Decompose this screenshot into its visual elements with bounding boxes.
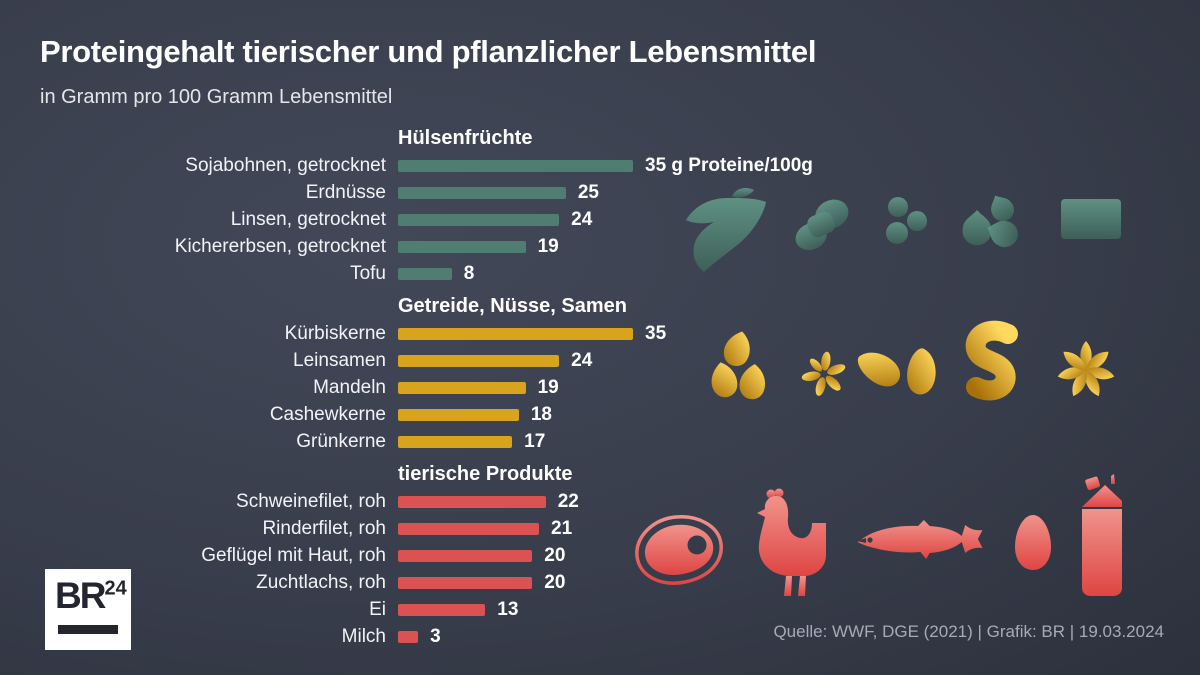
- br24-logo-bar: [58, 625, 118, 634]
- milk-carton-icon: [1082, 474, 1122, 596]
- br24-logo-text: BR24: [55, 575, 127, 616]
- bar-row: Tofu 8: [0, 260, 900, 287]
- bar-value: 24: [571, 208, 593, 230]
- bar-row: Geflügel mit Haut, roh 20: [0, 542, 900, 569]
- bar-label: Erdnüsse: [305, 181, 386, 203]
- bar-row: Ei 13: [0, 596, 900, 623]
- bar-chart: Hülsenfrüchte Sojabohnen, getrocknet 35 g …: [0, 124, 900, 655]
- flax-seeds-icon: [801, 351, 846, 396]
- bar: [398, 327, 633, 340]
- bar-label: Zuchtlachs, roh: [256, 571, 386, 593]
- bar-row: Leinsamen 24: [0, 347, 900, 374]
- pumpkin-seeds-icon: [711, 331, 765, 400]
- chart-section: Getreide, Nüsse, Samen Kürbiskerne 35 Leins…: [0, 292, 900, 455]
- bar-label: Milch: [341, 625, 386, 647]
- bar-label: Mandeln: [313, 376, 386, 398]
- bar-row: Cashewkerne 18: [0, 401, 900, 428]
- bar: [398, 381, 526, 394]
- bar-row: Kürbiskerne 35: [0, 320, 900, 347]
- bar: [398, 213, 560, 226]
- bar-value: 3: [430, 625, 441, 647]
- section-title: Getreide, Nüsse, Samen: [398, 295, 627, 317]
- bar: [398, 549, 533, 562]
- chicken-icon: [757, 488, 826, 596]
- tofu-icon: [1061, 199, 1121, 239]
- bar-value: 20: [544, 544, 566, 566]
- section-title: Hülsenfrüchte: [398, 127, 533, 149]
- bar-value: 35: [645, 322, 667, 344]
- bar-value: 24: [571, 349, 593, 371]
- bar-row: Erdnüsse 25: [0, 179, 900, 206]
- bar: [398, 576, 533, 589]
- br24-logo: BR24: [45, 569, 131, 650]
- bar-row: Mandeln 19: [0, 374, 900, 401]
- bar-row: Linsen, getrocknet 24: [0, 206, 900, 233]
- bar-label: Linsen, getrocknet: [230, 208, 386, 230]
- chart-section: tierische Produkte Schweinefilet, roh 22 Ri…: [0, 460, 900, 650]
- bar-value: 21: [551, 517, 573, 539]
- page-title: Proteingehalt tierischer und pflanzliche…: [40, 34, 817, 69]
- fish-icon: [857, 520, 983, 559]
- bar-label: Kürbiskerne: [284, 322, 386, 344]
- page-subtitle: in Gramm pro 100 Gramm Lebensmittel: [40, 86, 393, 108]
- bar-row: Kichererbsen, getrocknet 19: [0, 233, 900, 260]
- bar-row: Rinderfilet, roh 21: [0, 515, 900, 542]
- bar-value: 17: [524, 430, 546, 452]
- bar: [398, 495, 546, 508]
- bar-row: Zuchtlachs, roh 20: [0, 569, 900, 596]
- bar-row: Schweinefilet, roh 22: [0, 488, 900, 515]
- bar-value: 25: [577, 181, 599, 203]
- bar-row: Grünkerne 17: [0, 428, 900, 455]
- almonds-icon: [857, 348, 936, 395]
- bar: [398, 186, 566, 199]
- bar: [398, 159, 633, 172]
- bar: [398, 603, 486, 616]
- peanut-icon: [795, 199, 849, 251]
- bar-value: 19: [537, 376, 559, 398]
- bar: [398, 354, 560, 367]
- cashew-icon: [965, 320, 1018, 401]
- bar-value: 20: [544, 571, 566, 593]
- steak-icon: [635, 515, 723, 585]
- bar: [398, 522, 539, 535]
- bar-label: Cashewkerne: [269, 403, 386, 425]
- bar-label: Kichererbsen, getrocknet: [174, 235, 386, 257]
- source-credit: Quelle: WWF, DGE (2021) | Grafik: BR | 1…: [773, 622, 1164, 641]
- bar-value: 35 g Proteine/100g: [645, 154, 813, 176]
- egg-icon: [1015, 515, 1051, 570]
- bar-row: Milch 3: [0, 623, 900, 650]
- bar-label: Tofu: [350, 262, 386, 284]
- bar: [398, 267, 452, 280]
- bar-label: Sojabohnen, getrocknet: [185, 154, 386, 176]
- bar: [398, 240, 526, 253]
- section-title: tierische Produkte: [398, 463, 573, 485]
- bar: [398, 408, 519, 421]
- green-spelt-icon: [1057, 341, 1115, 397]
- chickpeas-icon: [962, 195, 1018, 248]
- bar: [398, 630, 419, 643]
- bar-label: Ei: [369, 598, 386, 620]
- bar-label: Rinderfilet, roh: [262, 517, 386, 539]
- bar-label: Geflügel mit Haut, roh: [201, 544, 386, 566]
- bar-label: Grünkerne: [296, 430, 386, 452]
- bar-value: 22: [557, 490, 579, 512]
- bar-label: Leinsamen: [293, 349, 386, 371]
- chart-section: Hülsenfrüchte Sojabohnen, getrocknet 35 g …: [0, 124, 900, 287]
- bar-label: Schweinefilet, roh: [236, 490, 386, 512]
- bar-value: 18: [530, 403, 552, 425]
- bar-value: 8: [463, 262, 475, 284]
- lentils-icon: [886, 197, 927, 244]
- bar-row: Sojabohnen, getrocknet 35 g Proteine/100g: [0, 152, 900, 179]
- bar: [398, 435, 513, 448]
- soybean-pod-icon: [686, 188, 766, 272]
- bar-value: 13: [497, 598, 519, 620]
- bar-value: 19: [537, 235, 559, 257]
